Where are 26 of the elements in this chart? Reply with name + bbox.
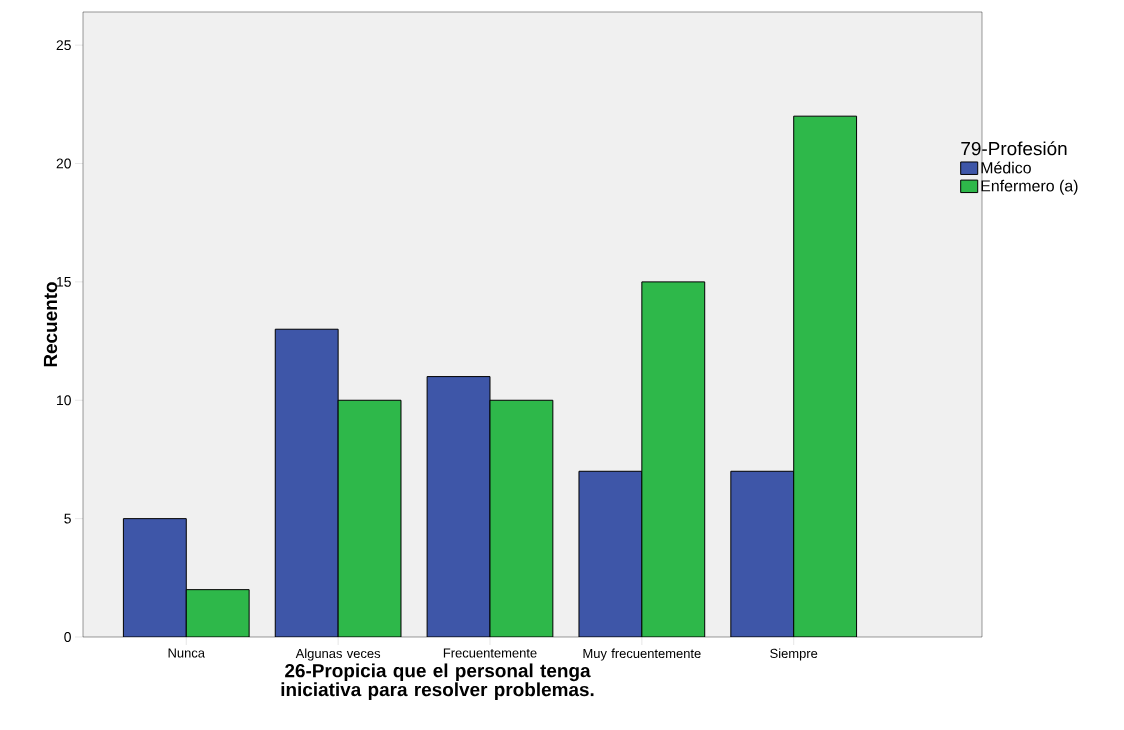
x-tick-label: Nunca bbox=[168, 648, 205, 658]
x-tick-label: Algunas veces bbox=[295, 648, 381, 661]
y-tick-label: 15 bbox=[57, 277, 71, 287]
legend-label: Médico bbox=[981, 161, 1031, 174]
y-tick-label: 0 bbox=[64, 632, 71, 642]
y-tick-label: 20 bbox=[56, 158, 71, 169]
x-tick-label: Muy frecuentemente bbox=[583, 648, 701, 661]
x-axis-title: 26-Propicia que el personal tenga iniciativa para resolver problemas. bbox=[281, 663, 594, 700]
bar bbox=[275, 329, 339, 637]
y-axis-title: Recuento bbox=[43, 282, 58, 367]
bar bbox=[578, 471, 642, 637]
bar bbox=[338, 400, 401, 637]
x-tick-label: Siempre bbox=[770, 648, 818, 661]
bar bbox=[489, 400, 553, 637]
x-tick-label: Frecuentemente bbox=[443, 648, 537, 658]
bar bbox=[793, 115, 858, 637]
y-tick-label: 10 bbox=[57, 395, 71, 406]
bar bbox=[641, 281, 705, 637]
legend-label: Enfermero (a) bbox=[981, 179, 1078, 195]
bar bbox=[730, 470, 795, 637]
bar bbox=[123, 518, 187, 637]
y-tick-label: 25 bbox=[56, 40, 71, 51]
y-tick-label: 5 bbox=[64, 513, 71, 524]
legend-title: 79-Profesión bbox=[961, 141, 1067, 156]
bar bbox=[186, 589, 250, 637]
bar bbox=[427, 376, 490, 637]
